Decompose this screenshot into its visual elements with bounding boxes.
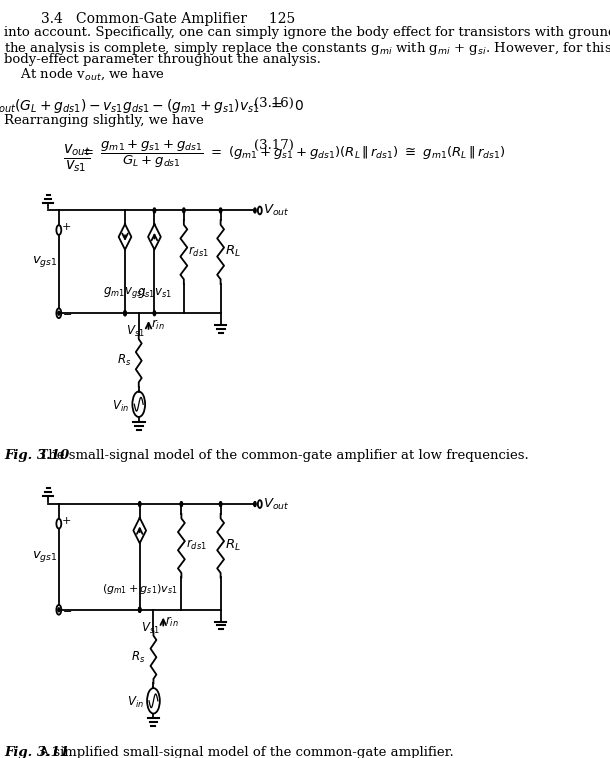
Circle shape bbox=[153, 208, 156, 213]
Text: $V_{s1}$: $V_{s1}$ bbox=[141, 621, 160, 636]
Text: $(g_{m1}+g_{s1})v_{s1}$: $(g_{m1}+g_{s1})v_{s1}$ bbox=[102, 582, 178, 596]
Text: $R_L$: $R_L$ bbox=[225, 537, 241, 553]
Text: $=\ \dfrac{g_{m1}+g_{s1}+g_{ds1}}{G_L+g_{ds1}}\ =\ (g_{m1}+g_{s1}+g_{ds1})(R_L\,: $=\ \dfrac{g_{m1}+g_{s1}+g_{ds1}}{G_L+g_… bbox=[80, 139, 506, 170]
Text: (3.16): (3.16) bbox=[254, 97, 294, 110]
Text: Rearranging slightly, we have: Rearranging slightly, we have bbox=[4, 114, 204, 127]
Circle shape bbox=[254, 208, 256, 213]
Text: $v_{gs1}$: $v_{gs1}$ bbox=[32, 550, 58, 565]
Text: Fig. 3.11: Fig. 3.11 bbox=[4, 746, 69, 758]
Circle shape bbox=[220, 502, 222, 506]
Text: $R_s$: $R_s$ bbox=[131, 650, 146, 665]
Text: $r_{ds1}$: $r_{ds1}$ bbox=[186, 538, 207, 553]
Text: $r_{ds1}$: $r_{ds1}$ bbox=[188, 245, 209, 258]
Circle shape bbox=[58, 608, 60, 612]
Circle shape bbox=[220, 208, 222, 213]
Text: $R_L$: $R_L$ bbox=[225, 244, 241, 259]
Text: $V_{s1}$: $V_{s1}$ bbox=[126, 324, 145, 339]
Text: A simplified small-signal model of the common-gate amplifier.: A simplified small-signal model of the c… bbox=[31, 746, 454, 758]
Circle shape bbox=[138, 607, 141, 612]
Text: body-effect parameter throughout the analysis.: body-effect parameter throughout the ana… bbox=[4, 53, 321, 66]
Text: At node v$_{out}$, we have: At node v$_{out}$, we have bbox=[4, 66, 165, 82]
Text: The small-signal model of the common-gate amplifier at low frequencies.: The small-signal model of the common-gat… bbox=[31, 449, 529, 462]
Circle shape bbox=[124, 311, 126, 315]
Text: $V_{in}$: $V_{in}$ bbox=[112, 399, 129, 414]
Text: $-$: $-$ bbox=[62, 309, 73, 318]
Circle shape bbox=[180, 502, 182, 506]
Text: $R_s$: $R_s$ bbox=[117, 353, 131, 368]
Circle shape bbox=[138, 502, 141, 506]
Text: $V_{in}$: $V_{in}$ bbox=[127, 695, 143, 710]
Text: $r_{in}$: $r_{in}$ bbox=[165, 615, 179, 628]
Text: $V_{out}$: $V_{out}$ bbox=[263, 496, 289, 512]
Circle shape bbox=[58, 312, 60, 315]
Text: $r_{in}$: $r_{in}$ bbox=[151, 318, 164, 332]
Text: $g_{m1}v_{gs1}$: $g_{m1}v_{gs1}$ bbox=[103, 284, 147, 299]
Circle shape bbox=[254, 502, 256, 506]
Text: $\dfrac{v_{out}}{v_{s1}}$: $\dfrac{v_{out}}{v_{s1}}$ bbox=[63, 142, 91, 174]
Text: +: + bbox=[62, 222, 71, 232]
Text: 3.4   Common-Gate Amplifier     125: 3.4 Common-Gate Amplifier 125 bbox=[41, 11, 295, 26]
Text: the analysis is complete, simply replace the constants g$_{mi}$ with g$_{mi}$ + : the analysis is complete, simply replace… bbox=[4, 39, 610, 57]
Text: $V_{out}$: $V_{out}$ bbox=[263, 203, 289, 218]
Text: $-$: $-$ bbox=[62, 605, 73, 615]
Text: $g_{s1}v_{s1}$: $g_{s1}v_{s1}$ bbox=[137, 286, 172, 299]
Text: $v_{gs1}$: $v_{gs1}$ bbox=[32, 255, 58, 269]
Circle shape bbox=[153, 311, 156, 315]
Circle shape bbox=[182, 208, 185, 213]
Circle shape bbox=[124, 311, 126, 315]
Text: into account. Specifically, one can simply ignore the body effect for transistor: into account. Specifically, one can simp… bbox=[4, 27, 610, 39]
Text: +: + bbox=[62, 515, 71, 526]
Circle shape bbox=[138, 607, 141, 612]
Text: $v_{out}(G_L + g_{ds1}) - v_{s1}g_{ds1} - (g_{m1} + g_{s1})v_{s1}\ \ =\ \ 0$: $v_{out}(G_L + g_{ds1}) - v_{s1}g_{ds1} … bbox=[0, 97, 304, 115]
Text: (3.17): (3.17) bbox=[254, 139, 294, 152]
Text: Fig. 3.10: Fig. 3.10 bbox=[4, 449, 69, 462]
